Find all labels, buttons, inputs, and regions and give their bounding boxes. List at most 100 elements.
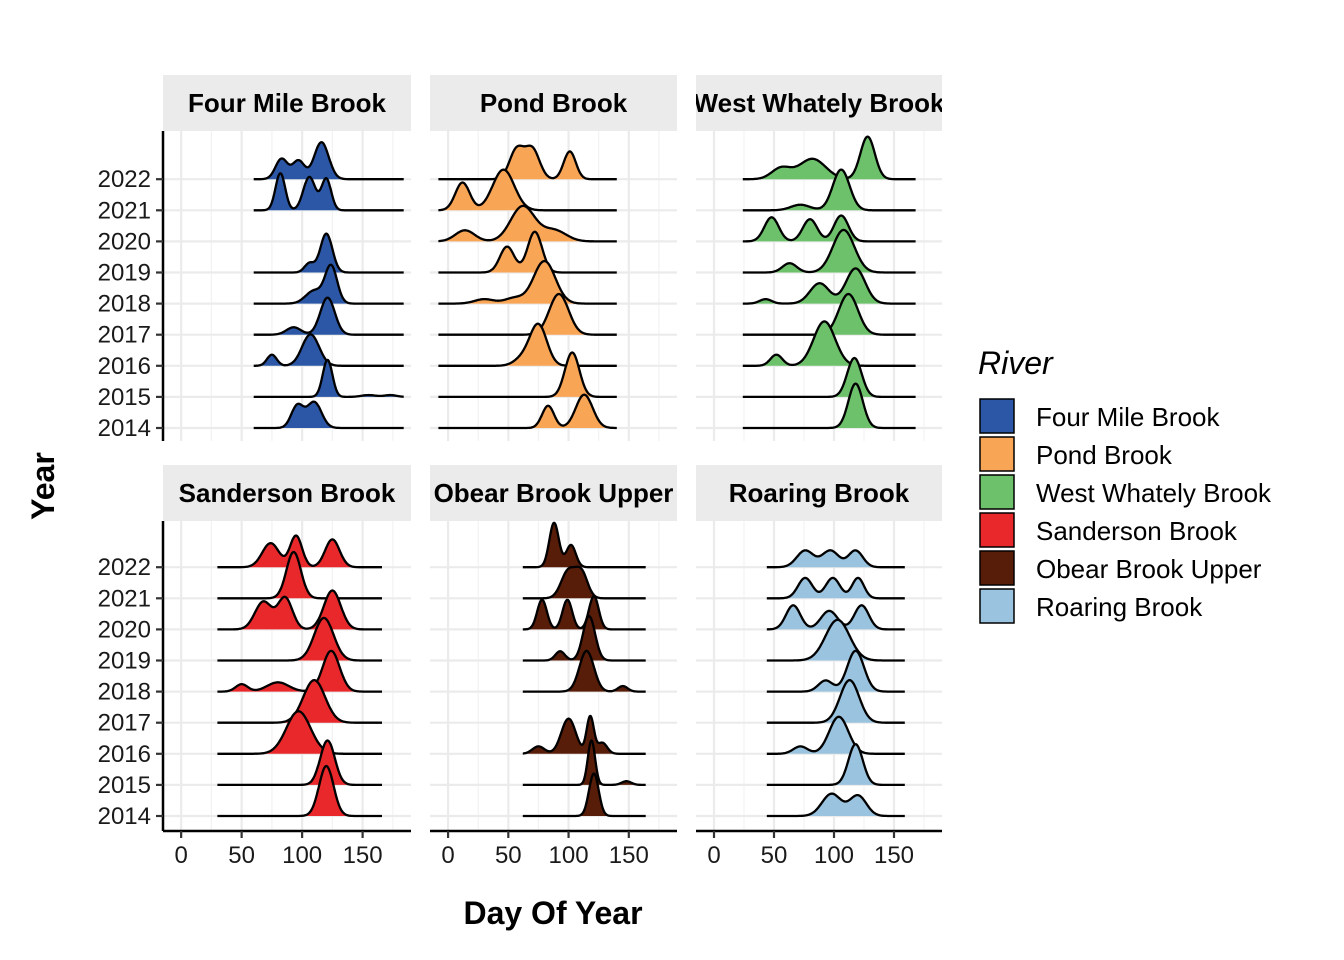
axes-layer: 2014 2015 2016 2017 2018 2019 2020 2021 2022 2014… bbox=[98, 131, 942, 869]
facet-panel bbox=[742, 135, 917, 430]
ridge-fill-2019 bbox=[438, 231, 617, 273]
ridge-fill-2017 bbox=[766, 680, 905, 723]
ridge-fill-2019 bbox=[522, 616, 646, 661]
ridge-line-2019 bbox=[766, 618, 906, 662]
ridge-fill-2020 bbox=[522, 596, 646, 630]
y-tick-label: 2014 bbox=[98, 415, 151, 442]
ridge-line-2021 bbox=[253, 172, 405, 212]
ridge-fill-2020 bbox=[217, 590, 382, 630]
ridge-line-2020 bbox=[216, 589, 383, 631]
ridge-line-2021 bbox=[522, 565, 647, 600]
y-tick-label: 2016 bbox=[98, 353, 151, 380]
legend-key bbox=[979, 588, 1015, 624]
ridge-fill-2018 bbox=[438, 261, 617, 304]
y-tick-label: 2018 bbox=[98, 291, 151, 318]
ridge-line-2015 bbox=[253, 358, 405, 399]
ridge-fill-2018 bbox=[253, 264, 404, 304]
ridge-line-2021 bbox=[766, 576, 906, 600]
ridge-fill-2022 bbox=[766, 550, 905, 568]
legend-label: Pond Brook bbox=[1036, 440, 1173, 470]
ridge-fill-2017 bbox=[438, 294, 617, 335]
ridge-fill-2017 bbox=[253, 297, 404, 335]
y-tick-label: 2016 bbox=[98, 741, 151, 768]
ridge-fill-2022 bbox=[253, 142, 404, 180]
ridge-line-2019 bbox=[742, 228, 917, 274]
ridge-line-2014 bbox=[522, 772, 647, 818]
facet-strip bbox=[430, 75, 677, 131]
legend-label: Obear Brook Upper bbox=[1036, 554, 1262, 584]
facet-strip-label: Sanderson Brook bbox=[179, 478, 396, 508]
ridge-fill-2015 bbox=[253, 359, 404, 397]
ridge-line-2021 bbox=[216, 550, 383, 600]
x-tick-label: 150 bbox=[343, 842, 383, 869]
x-tick-label: 0 bbox=[707, 842, 720, 869]
ridge-fill-2016 bbox=[253, 334, 404, 366]
x-tick-label: 0 bbox=[174, 842, 187, 869]
ridge-line-2017 bbox=[766, 679, 906, 724]
ridge-line-2015 bbox=[742, 356, 917, 399]
y-tick-label: 2014 bbox=[98, 803, 151, 830]
ridge-fill-2015 bbox=[438, 352, 617, 397]
facet-strip bbox=[163, 465, 411, 521]
x-tick-label: 100 bbox=[814, 842, 854, 869]
ridge-line-2015 bbox=[437, 351, 618, 399]
ridge-line-2018 bbox=[522, 649, 647, 693]
ridges-layer bbox=[216, 135, 917, 818]
ridge-line-2018 bbox=[253, 263, 405, 305]
ridge-line-2015 bbox=[216, 739, 383, 787]
facet-strip bbox=[696, 75, 942, 131]
ridge-fill-2018 bbox=[742, 268, 916, 304]
facet-panel bbox=[216, 534, 383, 818]
facet-strip bbox=[430, 465, 677, 521]
y-tick-label: 2021 bbox=[98, 585, 151, 612]
ridge-line-2022 bbox=[216, 534, 383, 569]
y-tick-label: 2015 bbox=[98, 772, 151, 799]
y-tick-label: 2017 bbox=[98, 710, 151, 737]
ridge-fill-2016 bbox=[766, 716, 905, 754]
ridge-fill-2018 bbox=[522, 650, 646, 692]
ridge-line-2019 bbox=[437, 230, 618, 274]
y-tick-label: 2019 bbox=[98, 260, 151, 287]
facet-strip bbox=[163, 75, 411, 131]
x-tick-label: 50 bbox=[228, 842, 255, 869]
facet-panel bbox=[253, 141, 405, 430]
legend-label: Roaring Brook bbox=[1036, 592, 1203, 622]
y-tick-label: 2018 bbox=[98, 679, 151, 706]
ridge-line-2022 bbox=[437, 144, 618, 181]
facet-strips: Four Mile Brook Pond Brook West Whately Br… bbox=[163, 75, 942, 521]
ridge-fill-2018 bbox=[217, 650, 382, 692]
legend-key bbox=[979, 474, 1015, 510]
ridge-fill-2019 bbox=[742, 229, 916, 273]
ridge-line-2017 bbox=[216, 679, 383, 724]
ridge-line-2022 bbox=[766, 549, 906, 569]
legend-label: Sanderson Brook bbox=[1036, 516, 1238, 546]
legend-key bbox=[979, 512, 1015, 548]
ridge-fill-2020 bbox=[742, 215, 916, 242]
ridge-line-2014 bbox=[216, 764, 383, 818]
ridge-line-2018 bbox=[766, 649, 906, 693]
ridge-line-2022 bbox=[742, 135, 917, 181]
facet-strip-label: Obear Brook Upper bbox=[434, 478, 674, 508]
ridge-line-2014 bbox=[742, 382, 917, 430]
ridge-fill-2016 bbox=[522, 715, 646, 754]
ridge-line-2020 bbox=[742, 214, 917, 243]
ridge-line-2014 bbox=[766, 792, 906, 818]
ridge-line-2017 bbox=[437, 292, 618, 336]
ridge-line-2022 bbox=[253, 141, 405, 181]
y-tick-label: 2015 bbox=[98, 384, 151, 411]
ridge-line-2016 bbox=[216, 710, 383, 755]
ridge-line-2014 bbox=[437, 393, 618, 430]
ridge-line-2014 bbox=[253, 400, 405, 430]
ridge-fill-2021 bbox=[742, 169, 916, 211]
facet-panel bbox=[766, 549, 906, 818]
ridge-fill-2021 bbox=[766, 577, 905, 599]
ridge-line-2016 bbox=[437, 322, 618, 367]
ridge-line-2019 bbox=[216, 616, 383, 662]
ridge-fill-2021 bbox=[217, 552, 382, 599]
x-axis-title: Day Of Year bbox=[463, 895, 642, 931]
ridge-line-2016 bbox=[522, 714, 647, 755]
ridge-line-2017 bbox=[253, 296, 405, 336]
ridge-fill-2021 bbox=[253, 173, 404, 211]
x-tick-label: 150 bbox=[609, 842, 649, 869]
ridge-line-2016 bbox=[742, 320, 917, 367]
